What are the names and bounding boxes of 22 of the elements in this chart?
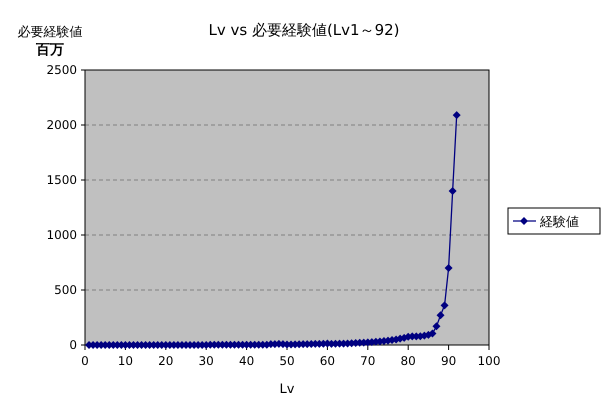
ytick: 500	[54, 283, 77, 297]
xtick: 90	[440, 354, 456, 368]
xtick: 60	[320, 354, 336, 368]
xtick: 70	[360, 354, 376, 368]
xlabel: Lv	[280, 382, 294, 397]
ytick: 1500	[46, 173, 77, 187]
ytick: 0	[69, 338, 77, 352]
xtick: 100	[478, 354, 500, 368]
ylabel: 必要経験値	[18, 25, 82, 40]
title: Lv vs 必要経験値(Lv1～92)	[208, 21, 400, 39]
legend-label: 経験値	[540, 215, 579, 230]
xtick: 30	[198, 354, 214, 368]
xtick: 40	[238, 354, 254, 368]
annotation: 百万	[36, 42, 64, 58]
xtick: 50	[279, 354, 295, 368]
ytick: 1000	[46, 228, 77, 242]
ytick: 2500	[46, 63, 77, 77]
xtick: 80	[400, 354, 416, 368]
ytick: 2000	[46, 118, 77, 132]
xtick: 10	[118, 354, 134, 368]
xtick: 20	[158, 354, 174, 368]
xtick: 0	[81, 354, 89, 368]
